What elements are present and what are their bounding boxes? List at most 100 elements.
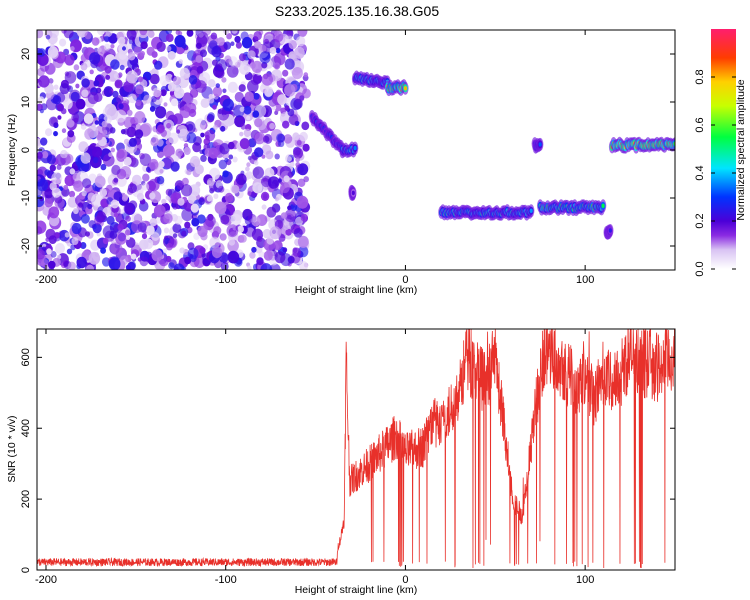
x-tick-label: 0 <box>402 274 408 286</box>
noise-blob <box>227 141 235 150</box>
noise-blob <box>85 231 90 237</box>
noise-blob <box>293 147 304 159</box>
noise-blob <box>198 197 205 205</box>
noise-blob <box>106 215 115 225</box>
noise-blob <box>128 137 137 147</box>
noise-blob <box>245 166 250 172</box>
noise-blob <box>285 228 292 236</box>
noise-blob <box>149 73 160 85</box>
noise-blob <box>152 87 162 98</box>
noise-blob <box>181 184 193 197</box>
noise-blob <box>117 223 124 231</box>
noise-blob <box>235 41 242 49</box>
noise-blob <box>239 138 250 150</box>
noise-blob <box>125 235 131 241</box>
noise-blob <box>253 92 260 100</box>
noise-blob <box>52 95 62 105</box>
noise-blob <box>44 169 51 176</box>
noise-blob <box>273 62 281 70</box>
noise-blob <box>251 60 263 73</box>
noise-blob <box>150 95 157 103</box>
noise-blob <box>277 94 287 105</box>
noise-blob <box>297 30 308 37</box>
noise-blob <box>262 228 272 239</box>
noise-blob <box>259 51 271 64</box>
noise-blob <box>247 50 256 60</box>
noise-blob <box>299 95 305 101</box>
noise-blob <box>39 108 44 114</box>
noise-blob <box>189 83 197 92</box>
noise-blob <box>149 192 156 200</box>
noise-blob <box>220 214 230 225</box>
noise-blob <box>260 45 267 52</box>
noise-blob <box>131 174 142 186</box>
noise-blob <box>226 224 239 238</box>
noise-blob <box>253 31 262 41</box>
noise-blob <box>300 213 308 222</box>
noise-blob <box>175 148 183 157</box>
noise-blob <box>208 79 216 88</box>
noise-blob <box>301 88 311 99</box>
noise-blob <box>84 128 95 140</box>
noise-blob <box>221 77 227 83</box>
noise-blob <box>173 113 184 125</box>
noise-blob <box>175 30 181 35</box>
noise-blob <box>209 40 218 50</box>
noise-blob <box>110 199 119 209</box>
noise-blob <box>124 229 131 236</box>
noise-blob <box>173 76 181 85</box>
noise-blob <box>37 53 49 66</box>
noise-blob <box>273 240 283 251</box>
noise-blob <box>269 46 277 55</box>
noise-blob <box>73 180 84 192</box>
noise-blob <box>274 110 279 116</box>
noise-blob <box>183 143 189 148</box>
noise-blob <box>260 263 273 270</box>
noise-blob <box>219 233 227 241</box>
noise-blob <box>126 206 133 213</box>
noise-blob <box>72 172 81 182</box>
noise-blob <box>87 203 93 210</box>
noise-blob <box>163 227 170 234</box>
noise-blob <box>284 105 290 111</box>
noise-blob <box>37 48 46 57</box>
noise-blob <box>177 198 185 206</box>
noise-blob <box>78 141 89 153</box>
noise-blob <box>282 120 290 129</box>
noise-blob <box>244 91 254 102</box>
noise-blob <box>56 164 62 170</box>
noise-blob <box>99 187 108 197</box>
noise-blob <box>149 105 156 112</box>
noise-blob <box>217 63 223 69</box>
noise-blob <box>194 118 206 131</box>
noise-blob <box>227 250 240 264</box>
noise-blob <box>265 150 274 160</box>
noise-blob <box>297 178 306 187</box>
noise-blob <box>243 128 252 137</box>
noise-blob <box>206 178 215 187</box>
noise-blob <box>206 195 213 202</box>
noise-blob <box>135 85 144 95</box>
noise-blob <box>113 73 119 79</box>
colorbar-tick-label: 0.0 <box>694 261 706 276</box>
noise-blob <box>104 88 112 97</box>
noise-blob <box>136 192 144 201</box>
noise-blob <box>261 73 273 86</box>
noise-blob <box>213 193 219 199</box>
noise-blob <box>286 30 293 37</box>
colorbar-tick-label: 0.6 <box>694 117 706 132</box>
noise-blob <box>208 96 215 104</box>
noise-blob <box>103 35 110 43</box>
noise-blob <box>299 131 308 142</box>
noise-blob <box>228 238 236 246</box>
noise-blob <box>181 266 187 270</box>
noise-blob <box>181 42 187 49</box>
noise-blob <box>224 55 232 63</box>
noise-blob <box>142 182 150 191</box>
spectrogram-x-axis-label: Height of straight line (km) <box>295 284 418 296</box>
noise-blob <box>60 149 68 159</box>
noise-blob <box>286 156 292 162</box>
noise-blob <box>71 113 80 122</box>
noise-blob <box>263 250 273 261</box>
noise-blob <box>224 192 234 203</box>
